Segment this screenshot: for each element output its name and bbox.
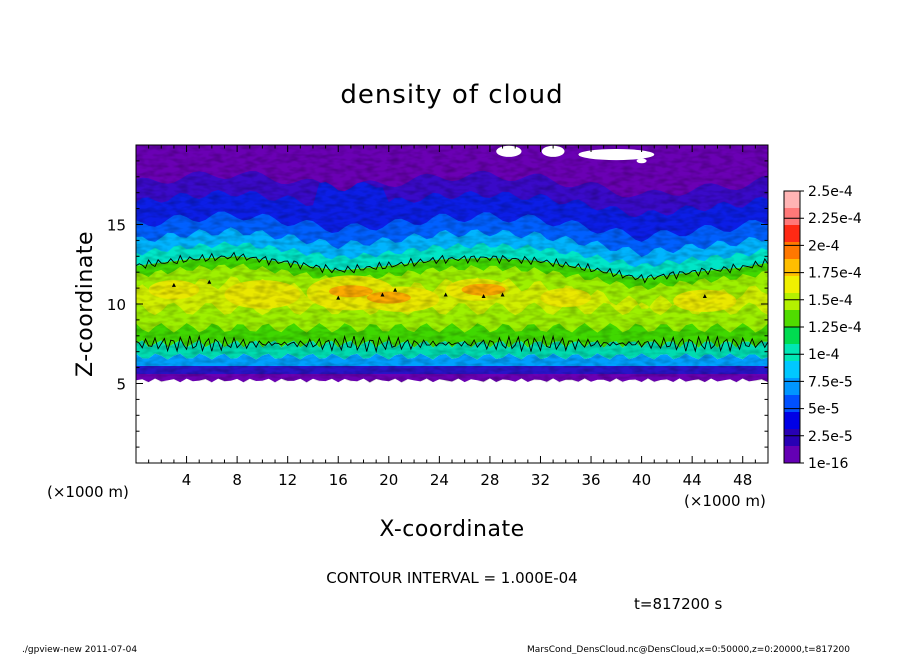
- no-data-region: [136, 379, 768, 463]
- footer-left: ./gpview-new 2011-07-04: [22, 645, 137, 654]
- y-axis: 5 10 15: [107, 160, 768, 448]
- x-tick-label: 24: [430, 471, 449, 489]
- time-annotation: t=817200 s: [634, 595, 722, 613]
- colorbar-swatch: [784, 412, 800, 430]
- x-tick-label: 28: [480, 471, 499, 489]
- contour-island: [702, 294, 707, 299]
- colorbar-swatch: [784, 225, 800, 243]
- x-tick-label: 36: [581, 471, 600, 489]
- x-tick-label: 44: [683, 471, 702, 489]
- contour-upper: [136, 251, 768, 284]
- colorbar-swatch: [784, 378, 800, 396]
- x-tick-label: 48: [733, 471, 752, 489]
- footer-right: MarsCond_DensCloud.nc@DensCloud,x=0:5000…: [527, 645, 850, 654]
- colorbar-label: 2e-4: [808, 238, 840, 254]
- x-unit-right: (×1000 m): [684, 492, 766, 510]
- colorbar-swatch: [784, 361, 800, 379]
- colorbar-label: 1e-4: [808, 347, 840, 363]
- data-gap: [541, 145, 565, 157]
- colorbar-swatch: [784, 191, 800, 209]
- data-gap: [496, 145, 522, 157]
- plot-area: [136, 145, 768, 463]
- colorbar-swatch: [784, 293, 800, 311]
- colorbar-swatch: [784, 446, 800, 464]
- data-gap: [636, 158, 647, 164]
- x-tick-label: 16: [329, 471, 348, 489]
- colorbar-swatch: [784, 276, 800, 294]
- y-tick-label: 15: [107, 217, 126, 235]
- colorbar-label: 2.25e-4: [808, 211, 862, 227]
- y-tick-label: 10: [107, 296, 126, 314]
- colorbar-label: 2.5e-4: [808, 184, 853, 200]
- x-tick-label: 4: [182, 471, 192, 489]
- contour-interval-note: CONTOUR INTERVAL = 1.000E-04: [326, 569, 577, 587]
- contour-island: [481, 294, 486, 299]
- x-unit-left: (×1000 m): [47, 483, 129, 501]
- contour-island: [380, 292, 385, 297]
- contour-island: [500, 292, 505, 297]
- colorbar-labels: 2.5e-4 2.25e-4 2e-4 1.75e-4 1.5e-4 1.25e-4 1e-…: [784, 184, 862, 472]
- colorbar-label: 1.5e-4: [808, 293, 853, 309]
- colorbar-label: 1e-16: [808, 456, 848, 472]
- x-tick-label: 40: [632, 471, 651, 489]
- colorbar-swatch: [784, 429, 800, 447]
- y-tick-label: 5: [116, 376, 126, 394]
- colorbar-label: 2.5e-5: [808, 429, 853, 445]
- x-tick-label: 8: [232, 471, 242, 489]
- colorbar-label: 7.5e-5: [808, 374, 853, 390]
- colorbar-swatch: [784, 242, 800, 260]
- colorbar-swatch: [784, 344, 800, 362]
- data-gap: [578, 148, 655, 161]
- colorbar-label: 5e-5: [808, 402, 839, 418]
- contour-island: [207, 279, 212, 284]
- contour-layer: [136, 251, 768, 353]
- chart-title: density of cloud: [340, 80, 563, 110]
- x-axis: 4 8 12 16 20 24 28 32 36 40 44 48: [148, 145, 756, 489]
- colorbar-label: 1.75e-4: [808, 266, 862, 282]
- contour-island: [336, 295, 341, 300]
- contour-island: [393, 287, 398, 292]
- colorbar-swatch: [784, 395, 800, 413]
- contour-lower: [136, 334, 768, 353]
- colorbar-swatch: [784, 208, 800, 226]
- x-tick-label: 20: [379, 471, 398, 489]
- x-tick-label: 12: [278, 471, 297, 489]
- colorbar-swatch: [784, 327, 800, 345]
- y-axis-label: Z-coordinate: [73, 231, 98, 377]
- colorbar-swatch: [784, 310, 800, 328]
- colorbar-swatch: [784, 259, 800, 277]
- x-tick-label: 32: [531, 471, 550, 489]
- x-axis-label: X-coordinate: [379, 517, 524, 542]
- contour-island: [443, 292, 448, 297]
- contour-island: [171, 282, 176, 287]
- colorbar-label: 1.25e-4: [808, 320, 862, 336]
